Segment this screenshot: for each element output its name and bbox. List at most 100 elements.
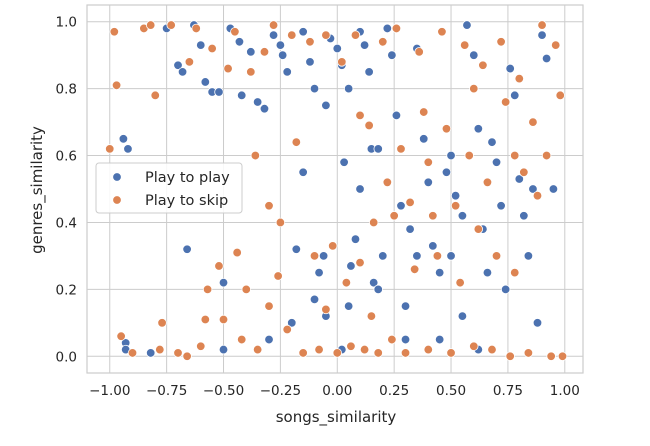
point-play-to-skip [264,301,274,311]
point-play-to-skip [321,304,331,315]
point-play-to-skip [116,331,126,341]
point-play-to-skip [146,20,156,30]
point-play-to-skip [505,351,515,361]
point-play-to-play [391,110,402,121]
point-play-to-play [514,174,524,184]
point-play-to-skip [389,211,399,221]
x-axis-label: songs_similarity [276,408,397,427]
point-play-to-skip [111,80,122,90]
point-play-to-skip [432,251,443,261]
point-play-to-skip [241,284,251,295]
point-play-to-skip [464,150,474,161]
point-play-to-skip [105,144,115,154]
point-play-to-play [123,144,133,154]
point-play-to-play [469,50,479,60]
point-play-to-play [214,87,224,97]
point-play-to-skip [469,341,479,351]
point-play-to-play [405,224,415,234]
legend-label-play-to-skip: Play to skip [145,193,228,209]
point-play-to-skip [510,150,520,161]
point-play-to-play [387,50,397,60]
point-play-to-play [500,284,511,295]
point-play-to-skip [419,107,429,117]
point-play-to-skip [441,124,452,134]
point-play-to-play [412,251,422,261]
point-play-to-skip [355,257,365,268]
point-play-to-skip [157,318,167,328]
point-play-to-play [450,190,461,201]
point-play-to-skip [230,27,240,37]
tick-labels: −1.00 −0.75 −0.50 −0.25 0.00 0.25 0.50 0.75 1.00… [56,15,580,399]
point-play-to-skip [332,348,342,358]
point-play-to-play [537,30,547,40]
point-play-to-skip [127,348,138,358]
point-play-to-skip [337,57,347,67]
point-play-to-play [364,67,374,77]
point-play-to-play [487,137,497,147]
point-play-to-play [368,277,379,288]
point-play-to-play [177,67,188,77]
point-play-to-skip [191,23,201,34]
point-play-to-skip [450,201,461,211]
point-play-to-play [523,251,534,261]
point-play-to-play [314,267,324,278]
y-tick-label: 1.0 [56,15,77,31]
point-play-to-skip [510,267,520,278]
point-play-to-play [396,201,406,211]
point-play-to-play [400,301,411,311]
point-play-to-play [482,267,493,278]
point-play-to-skip [305,37,315,47]
x-tick-label: 0.75 [493,383,523,399]
point-play-to-play [548,184,559,194]
point-play-to-skip [350,30,361,40]
point-play-to-skip [487,344,497,355]
point-play-to-play [462,20,472,30]
y-tick-label: 0.2 [56,282,77,298]
point-play-to-play [373,144,383,154]
point-play-to-skip [291,137,302,147]
point-play-to-skip [207,43,217,54]
y-tick-label: 0.0 [56,349,77,365]
point-play-to-play [355,184,365,194]
point-play-to-play [173,60,183,70]
point-play-to-skip [264,201,274,211]
point-play-to-play [423,177,433,188]
point-play-to-skip [514,73,524,84]
point-play-to-skip [387,334,397,345]
point-play-to-play [505,63,515,74]
point-play-to-skip [275,217,286,228]
point-play-to-play [457,311,468,321]
point-play-to-skip [309,251,320,261]
point-play-to-play [382,23,393,34]
point-play-to-skip [469,83,479,94]
point-play-to-play [441,167,452,177]
point-play-to-play [218,344,229,355]
point-play-to-skip [214,261,224,271]
point-play-to-play [252,97,263,107]
point-play-to-play [378,251,388,261]
point-play-to-skip [200,314,211,325]
x-tick-label: 0.00 [322,383,352,399]
point-play-to-skip [528,117,538,127]
point-play-to-skip [478,60,488,70]
point-play-to-play [457,211,468,221]
point-play-to-skip [346,341,356,351]
point-play-to-skip [246,67,256,77]
point-play-to-play [496,201,506,211]
point-play-to-play [298,167,308,177]
point-play-to-play [541,53,552,64]
point-play-to-skip [491,251,502,261]
point-play-to-skip [202,284,213,295]
y-tick-label: 0.6 [56,149,77,165]
point-play-to-skip [400,348,411,358]
point-play-to-skip [382,177,393,188]
point-play-to-skip [250,150,261,161]
point-play-to-skip [437,27,447,37]
x-tick-label: −1.00 [89,383,130,399]
point-play-to-skip [109,27,120,37]
point-play-to-skip [218,314,229,325]
point-play-to-skip [496,37,506,47]
point-play-to-skip [232,247,242,258]
point-play-to-skip [268,20,279,30]
